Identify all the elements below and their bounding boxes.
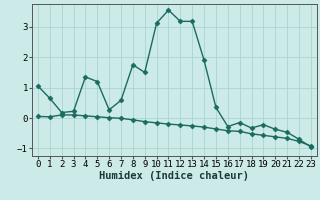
X-axis label: Humidex (Indice chaleur): Humidex (Indice chaleur): [100, 171, 249, 181]
